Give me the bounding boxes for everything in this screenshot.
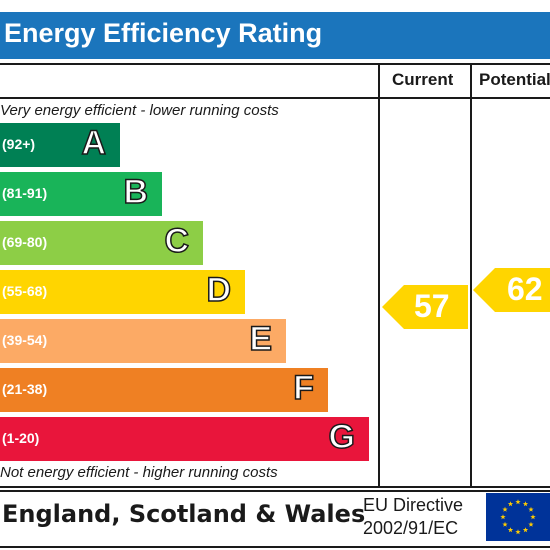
country-label: England, Scotland & Wales [2, 500, 366, 528]
inefficient-note: Not energy efficient - higher running co… [0, 464, 278, 481]
eu-star-icon [507, 501, 514, 507]
eu-star-icon [522, 501, 529, 507]
potential-rating-value: 62 [507, 271, 543, 307]
band-range-label: (69-80) [2, 234, 48, 250]
band-letter-label: C [164, 221, 190, 261]
band-letter-label: F [292, 368, 314, 408]
rating-frame [0, 63, 550, 488]
band-range-label: (81-91) [2, 185, 48, 201]
potential-column-divider [470, 63, 472, 488]
current-rating-arrow: 57 [382, 285, 468, 329]
header-divider [0, 97, 550, 99]
band-letter-label: G [328, 417, 356, 457]
current-rating-value: 57 [414, 288, 450, 324]
footer-frame [0, 490, 550, 548]
eu-flag-icon [486, 493, 550, 541]
band-range-label: (55-68) [2, 283, 48, 299]
band-e: (39-54) E [0, 319, 286, 363]
band-c: (69-80) C [0, 221, 203, 265]
eu-star-icon [500, 514, 506, 520]
current-column-header: Current [392, 70, 454, 89]
current-column-divider [378, 63, 380, 488]
potential-column-header: Potential [479, 70, 550, 89]
eu-star-icon [528, 506, 534, 512]
eu-star-icon [515, 499, 521, 505]
band-range-label: (1-20) [2, 430, 40, 446]
band-range-label: (39-54) [2, 332, 48, 348]
band-a: (92+) A [0, 123, 120, 167]
band-letter-label: E [249, 319, 273, 359]
band-letter-label: A [81, 123, 107, 163]
eu-star-icon [507, 527, 514, 533]
band-f: (21-38) F [0, 368, 328, 412]
band-range-label: (92+) [2, 136, 36, 152]
eu-star-icon [522, 527, 529, 533]
page-title: Energy Efficiency Rating [4, 18, 323, 48]
eu-star-icon [502, 521, 508, 527]
eu-star-icon [530, 514, 536, 520]
band-g: (1-20) G [0, 417, 369, 461]
directive-line-1: EU Directive [363, 495, 464, 515]
title-bar: Energy Efficiency Rating [0, 12, 550, 59]
band-range-label: (21-38) [2, 381, 48, 397]
directive-line-2: 2002/91/EC [363, 518, 459, 538]
eu-star-icon [515, 529, 521, 535]
eu-star-icon [528, 521, 534, 527]
efficient-note: Very energy efficient - lower running co… [0, 102, 279, 119]
band-letter-label: D [206, 270, 232, 310]
band-b: (81-91) B [0, 172, 162, 216]
band-letter-label: B [123, 172, 149, 212]
potential-rating-arrow: 62 [473, 268, 550, 312]
eu-star-icon [502, 506, 508, 512]
band-d: (55-68) D [0, 270, 245, 314]
